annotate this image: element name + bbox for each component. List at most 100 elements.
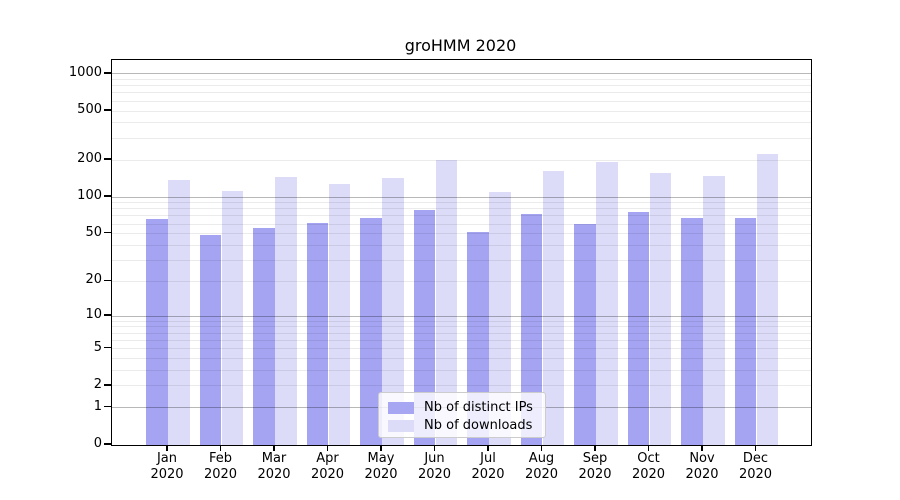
y-tick-label-10: 10	[85, 307, 102, 323]
y-tick-mark-1000	[104, 72, 111, 74]
x-tick-mark-oct	[647, 445, 650, 451]
legend: Nb of distinct IPs Nb of downloads	[378, 392, 546, 438]
bar-downloads-jan	[168, 180, 190, 445]
gridline-minor-3	[112, 370, 811, 372]
gridline-minor-9	[112, 320, 811, 322]
bar-ips-jul	[467, 231, 489, 445]
x-tick-label-oct: Oct 2020	[631, 451, 666, 482]
x-tick-label-sep: Sep 2020	[578, 451, 612, 482]
y-tick-mark-50	[104, 232, 111, 234]
bar-downloads-jun	[435, 159, 458, 445]
gridline-minor-70	[112, 215, 811, 217]
chart-title: groHMM 2020	[404, 36, 517, 55]
gridline-minor-7	[112, 332, 811, 334]
y-tick-label-0: 0	[93, 436, 102, 451]
x-tick-label-mar: Mar 2020	[257, 451, 291, 482]
gridline-minor-200	[112, 159, 811, 161]
x-tick-label-dec: Dec 2020	[738, 451, 773, 482]
gridline-minor-600	[112, 100, 811, 102]
gridline-minor-300	[112, 137, 811, 139]
gridline-minor-8	[112, 326, 811, 328]
x-tick-label-apr: Apr 2020	[310, 451, 345, 482]
y-tick-label-2: 2	[93, 376, 102, 392]
bar-ips-mar	[253, 227, 275, 445]
y-tick-label-1: 1	[93, 398, 102, 414]
y-tick-label-20: 20	[85, 272, 102, 288]
x-tick-mark-jan	[166, 445, 168, 451]
legend-label-ips: Nb of distinct IPs	[424, 400, 533, 415]
y-tick-mark-10	[104, 314, 111, 316]
legend-label-downloads: Nb of downloads	[424, 418, 533, 433]
gridline-minor-30	[112, 260, 811, 262]
x-tick-mark-jun	[433, 445, 436, 451]
x-tick-mark-aug	[540, 445, 543, 451]
gridline-minor-800	[112, 85, 811, 87]
bar-downloads-feb	[221, 190, 244, 445]
bar-ips-jan	[146, 219, 168, 445]
x-tick-mark-sep	[594, 445, 596, 451]
y-tick-label-500: 500	[77, 102, 102, 118]
gridline-major-10	[112, 315, 811, 317]
x-tick-mark-feb	[219, 445, 222, 451]
y-tick-label-1000: 1000	[68, 64, 102, 80]
y-tick-label-200: 200	[77, 151, 102, 167]
y-tick-mark-1	[104, 406, 111, 408]
bar-ips-sep	[574, 224, 596, 445]
gridline-minor-4	[112, 358, 811, 360]
gridline-minor-90	[112, 202, 811, 204]
bar-downloads-apr	[328, 184, 351, 445]
y-tick-mark-200	[104, 158, 111, 160]
x-tick-label-may: May 2020	[364, 451, 398, 482]
bar-downloads-jul	[489, 192, 511, 445]
x-tick-mark-nov	[701, 445, 703, 451]
y-tick-label-50: 50	[85, 224, 102, 240]
bar-ips-feb	[199, 234, 222, 445]
x-tick-mark-dec	[754, 445, 757, 451]
y-tick-mark-2	[104, 384, 111, 386]
gridline-minor-60	[112, 223, 811, 225]
gridline-major-100	[112, 196, 811, 198]
bar-ips-nov	[681, 218, 703, 445]
x-tick-mark-may	[380, 445, 382, 451]
y-tick-mark-100	[104, 195, 111, 197]
gridline-minor-2	[112, 385, 811, 387]
y-tick-label-5: 5	[93, 339, 102, 355]
gridline-minor-80	[112, 208, 811, 210]
bar-downloads-oct	[649, 173, 672, 445]
gridline-minor-20	[112, 280, 811, 282]
plot-area: Nb of distinct IPs Nb of downloads	[111, 59, 812, 446]
gridline-major-1000	[112, 73, 811, 75]
y-tick-mark-0	[104, 443, 111, 445]
x-tick-label-aug: Aug 2020	[524, 451, 559, 482]
gridline-minor-50	[112, 233, 811, 235]
bar-downloads-may	[382, 177, 404, 445]
bar-downloads-dec	[756, 154, 779, 445]
bar-ips-may	[360, 218, 382, 445]
gridline-minor-5	[112, 348, 811, 350]
x-tick-label-jan: Jan 2020	[150, 451, 184, 482]
x-tick-label-jul: Jul 2020	[471, 451, 505, 482]
bar-ips-aug	[520, 213, 543, 445]
bar-ips-apr	[306, 223, 329, 445]
gridline-minor-500	[112, 110, 811, 112]
gridline-minor-6	[112, 339, 811, 341]
y-tick-mark-20	[104, 279, 111, 282]
bar-ips-oct	[627, 211, 650, 445]
gridline-minor-700	[112, 92, 811, 94]
legend-item-downloads: Nb of downloads	[388, 417, 536, 434]
y-tick-mark-5	[104, 347, 111, 349]
bar-ips-dec	[734, 217, 757, 445]
bar-ips-jun	[413, 209, 436, 445]
x-tick-mark-jul	[487, 445, 489, 451]
legend-swatch-ips	[388, 401, 414, 414]
x-tick-label-feb: Feb 2020	[203, 451, 238, 482]
legend-item-distinct-ips: Nb of distinct IPs	[388, 399, 536, 416]
gridline-minor-900	[112, 79, 811, 80]
bar-downloads-nov	[703, 175, 725, 445]
bar-downloads-mar	[275, 177, 297, 445]
bar-downloads-aug	[542, 170, 565, 445]
x-tick-label-jun: Jun 2020	[417, 451, 452, 482]
bar-downloads-sep	[596, 162, 618, 445]
legend-swatch-downloads	[388, 419, 414, 432]
